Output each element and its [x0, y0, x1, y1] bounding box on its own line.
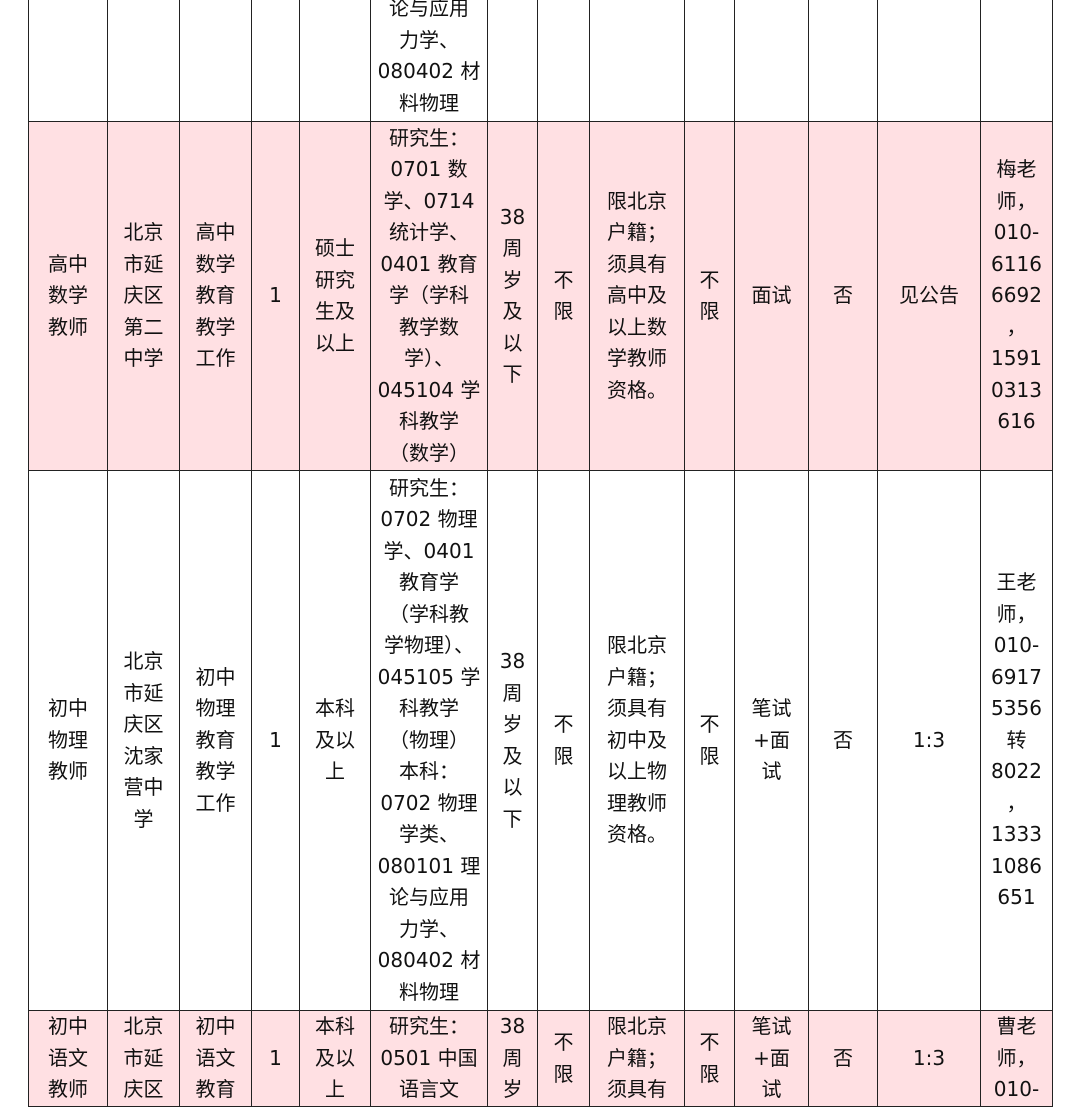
- cell-work-experience: 不 限: [685, 122, 735, 471]
- cell-contact: [981, 0, 1053, 122]
- cell-major: 研究生： 0501 中国 语言文: [371, 1011, 488, 1107]
- cell-hukou-required: 否: [809, 471, 878, 1011]
- cell-headcount: 1: [252, 471, 300, 1011]
- cell-position: 初中 物理 教师: [29, 471, 108, 1011]
- cell-employer: [108, 0, 180, 122]
- cell-interview-ratio: [878, 0, 981, 122]
- cell-interview-ratio: 见公告: [878, 122, 981, 471]
- cell-other-requirements: 限北京 户籍； 须具有 高中及 以上数 学教师 资格。: [590, 122, 685, 471]
- cell-major: 研究生： 0701 数 学、0714 统计学、 0401 教育 学（学科 教学数…: [371, 122, 488, 471]
- cell-headcount: 1: [252, 1011, 300, 1107]
- cell-age: 38 周 岁: [488, 1011, 538, 1107]
- cell-job-content: 初中 物理 教育 教学 工作: [180, 471, 252, 1011]
- cell-employer: 北京 市延 庆区 第二 中学: [108, 122, 180, 471]
- cell-interview-ratio: 1:3: [878, 1011, 981, 1107]
- cell-job-content: [180, 0, 252, 122]
- cell-position: 高中 数学 教师: [29, 122, 108, 471]
- cell-job-content: 高中 数学 教育 教学 工作: [180, 122, 252, 471]
- cell-hukou-required: [809, 0, 878, 122]
- cell-employer: 北京 市延 庆区: [108, 1011, 180, 1107]
- cell-exam-method: 面试: [735, 122, 809, 471]
- cell-exam-method: [735, 0, 809, 122]
- cell-headcount: [252, 0, 300, 122]
- cell-education: [300, 0, 371, 122]
- cell-contact: 梅老 师， 010- 6116 6692 ， 1591 0313 616: [981, 122, 1053, 471]
- cell-age: 38 周 岁 及 以 下: [488, 471, 538, 1011]
- cell-major: 研究生： 0702 物理 学、0401 教育学 （学科教 学物理）、 04510…: [371, 471, 488, 1011]
- cell-age: [488, 0, 538, 122]
- cell-interview-ratio: 1:3: [878, 471, 981, 1011]
- cell-contact: 曹老 师， 010-: [981, 1011, 1053, 1107]
- cell-other-requirements: 限北京 户籍； 须具有: [590, 1011, 685, 1107]
- cell-education: 本科 及以 上: [300, 471, 371, 1011]
- cell-hukou-required: 否: [809, 1011, 878, 1107]
- cell-work-experience: [685, 0, 735, 122]
- cell-age: 38 周 岁 及 以 下: [488, 122, 538, 471]
- cell-employer: 北京 市延 庆区 沈家 营中 学: [108, 471, 180, 1011]
- cell-work-experience: 不 限: [685, 1011, 735, 1107]
- cell-political-status: 不 限: [538, 471, 590, 1011]
- cell-education: 硕士 研究 生及 以上: [300, 122, 371, 471]
- recruitment-table: 论与应用 力学、 080402 材 料物理高中 数学 教师 北京 市延 庆区 第二…: [28, 0, 1053, 1107]
- cell-work-experience: 不 限: [685, 471, 735, 1011]
- cell-hukou-required: 否: [809, 122, 878, 471]
- cell-political-status: 不 限: [538, 1011, 590, 1107]
- cell-other-requirements: [590, 0, 685, 122]
- cell-political-status: 不 限: [538, 122, 590, 471]
- cell-political-status: [538, 0, 590, 122]
- cell-position: [29, 0, 108, 122]
- cell-major: 论与应用 力学、 080402 材 料物理: [371, 0, 488, 122]
- cell-job-content: 初中 语文 教育: [180, 1011, 252, 1107]
- cell-other-requirements: 限北京 户籍； 须具有 初中及 以上物 理教师 资格。: [590, 471, 685, 1011]
- cell-education: 本科 及以 上: [300, 1011, 371, 1107]
- cell-headcount: 1: [252, 122, 300, 471]
- cell-position: 初中 语文 教师: [29, 1011, 108, 1107]
- cell-contact: 王老 师， 010- 6917 5356 转 8022 ， 1333 1086 …: [981, 471, 1053, 1011]
- cell-exam-method: 笔试 +面 试: [735, 471, 809, 1011]
- cell-exam-method: 笔试 +面 试: [735, 1011, 809, 1107]
